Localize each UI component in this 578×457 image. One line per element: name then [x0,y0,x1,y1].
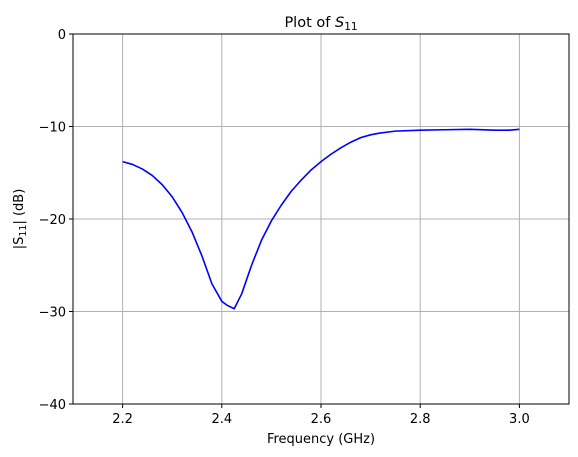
y-tick-label: 0 [58,28,66,43]
x-tick-label: 2.8 [410,412,431,427]
x-axis-label: Frequency (GHz) [267,432,375,447]
y-tick-label: −30 [39,306,66,321]
x-tick-label: 2.6 [311,412,332,427]
y-axis-label: |S11| (dB) [12,189,29,250]
y-tick-label: −20 [39,213,66,228]
y-tick-label: −10 [39,121,66,136]
x-tick-label: 2.4 [211,412,232,427]
x-axis-ticks: 2.2 2.4 2.6 2.8 3.0 [112,404,530,427]
y-axis-ticks: −40 −30 −20 −10 0 [39,28,73,413]
chart-title: Plot of S11 [284,15,357,33]
series-layer [122,128,520,310]
x-tick-label: 2.2 [112,412,133,427]
x-tick-label: 3.0 [509,412,530,427]
grid [73,33,569,405]
y-tick-label: −40 [39,398,66,413]
s11-curve [122,128,520,310]
